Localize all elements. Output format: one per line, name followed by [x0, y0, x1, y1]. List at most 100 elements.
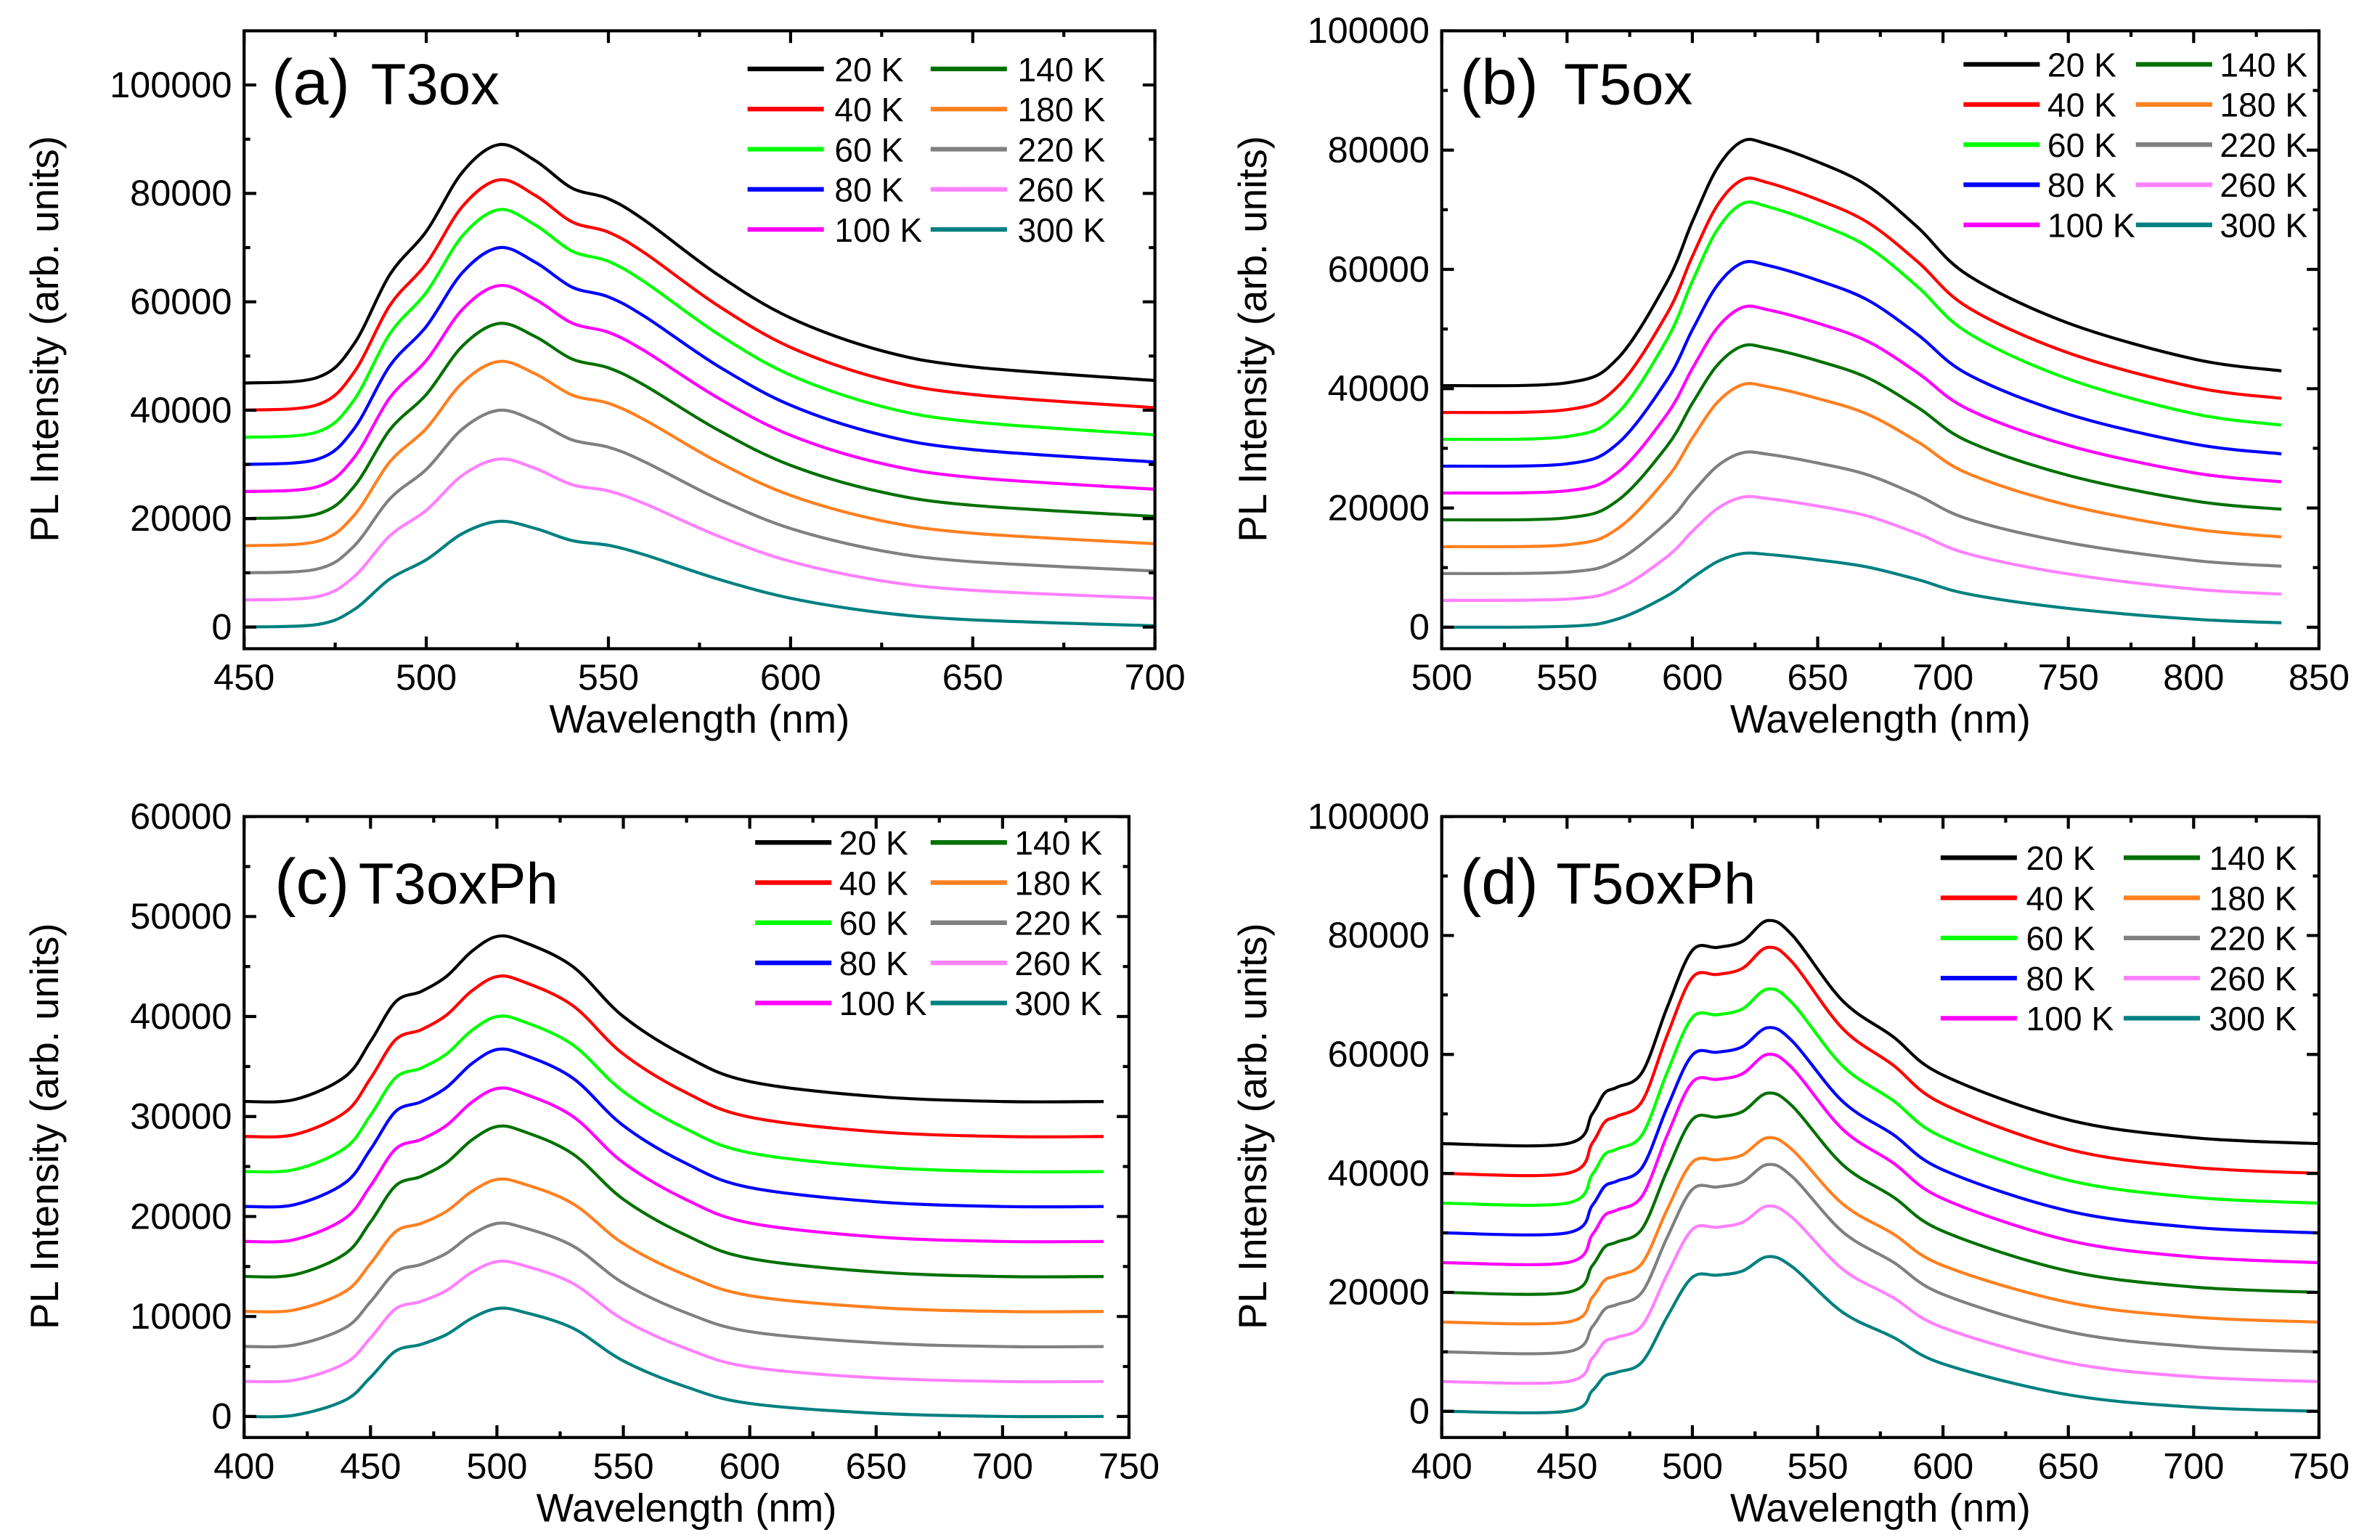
y-tick-label: 20000: [130, 497, 232, 539]
y-tick-label: 20000: [1328, 486, 1430, 528]
series-line: [244, 934, 1104, 1104]
series-line: [1441, 945, 2320, 1178]
series-line: [244, 457, 1155, 602]
series-line: [244, 1124, 1104, 1279]
series-line: [244, 974, 1104, 1138]
y-tick-label: 0: [211, 606, 232, 647]
legend-label: 180 K: [2220, 86, 2307, 124]
series-line: [244, 1086, 1104, 1244]
legend-label: 260 K: [2209, 960, 2297, 998]
series-line: [244, 1014, 1104, 1174]
y-tick-label: 40000: [130, 389, 232, 431]
x-tick-label: 550: [578, 656, 639, 698]
x-tick-label: 550: [592, 1446, 653, 1487]
legend-label: 100 K: [839, 985, 927, 1022]
panel-label: (a): [272, 46, 350, 118]
legend-label: 40 K: [2026, 879, 2095, 917]
legend-label: 40 K: [839, 864, 908, 902]
series-line: [1441, 1091, 2320, 1296]
x-tick-label: 500: [396, 656, 457, 698]
series-line: [244, 245, 1155, 466]
x-tick-label: 400: [213, 1446, 274, 1487]
x-tick-label: 450: [213, 656, 274, 698]
y-tick-label: 20000: [130, 1195, 232, 1237]
x-axis-label: Wavelength (nm): [550, 697, 850, 741]
chart-title: T5ox: [1564, 52, 1693, 116]
x-tick-label: 450: [340, 1446, 401, 1487]
series-line: [244, 142, 1155, 385]
x-tick-label: 750: [2038, 656, 2099, 698]
y-tick-label: 60000: [1328, 248, 1430, 290]
legend-label: 220 K: [1018, 131, 1106, 168]
series-line: [1441, 1052, 2320, 1266]
legend-label: 260 K: [1014, 945, 1102, 982]
series-line: [244, 284, 1155, 494]
x-tick-label: 850: [2289, 656, 2350, 698]
series-line: [1441, 1204, 2320, 1385]
y-tick-label: 0: [1409, 606, 1430, 648]
legend-label: 60 K: [2026, 920, 2095, 958]
legend-label: 20 K: [839, 824, 908, 862]
legend-label: 140 K: [1014, 824, 1102, 862]
chart-title: T3ox: [371, 52, 500, 116]
y-tick-label: 80000: [1328, 914, 1430, 956]
legend-label: 100 K: [2026, 1000, 2114, 1038]
series-line: [1441, 1162, 2320, 1356]
chart-title: T3oxPh: [359, 851, 558, 916]
legend-label: 100 K: [834, 211, 922, 249]
y-tick-label: 100000: [110, 64, 232, 105]
series-line: [1441, 200, 2282, 441]
y-tick-label: 60000: [130, 280, 232, 322]
x-tick-label: 650: [846, 1446, 907, 1487]
chart-panel: 500 550 600 650 700 750 800 850 0 20000 40000 60000…: [1231, 9, 2350, 741]
series-line: [1441, 1026, 2320, 1237]
legend-label: 20 K: [834, 51, 903, 89]
legend-label: 220 K: [2209, 920, 2297, 958]
panel-label: (b): [1460, 46, 1539, 118]
x-tick-label: 550: [1787, 1446, 1848, 1487]
series-line: [1441, 987, 2320, 1207]
y-tick-label: 30000: [130, 1096, 232, 1137]
series-line: [244, 359, 1155, 547]
x-tick-label: 600: [1912, 1446, 1973, 1487]
series-line: [1441, 382, 2282, 549]
series-line: [1441, 343, 2282, 522]
series-line: [244, 1306, 1104, 1419]
x-tick-label: 500: [466, 1446, 527, 1487]
series-line: [244, 1221, 1104, 1349]
y-tick-label: 60000: [130, 795, 232, 836]
legend-label: 260 K: [2220, 166, 2307, 204]
x-tick-label: 550: [1536, 656, 1597, 698]
y-axis-label: PL Intensity (arb. units): [1231, 923, 1275, 1329]
legend-label: 60 K: [2047, 126, 2116, 164]
legend-label: 300 K: [2209, 1000, 2297, 1038]
plot-frame: [1440, 29, 2321, 651]
legend-label: 100 K: [2047, 207, 2135, 245]
x-tick-label: 600: [720, 1446, 781, 1487]
series-line: [1441, 494, 2282, 603]
legend-label: 140 K: [2220, 46, 2307, 83]
legend-label: 20 K: [2047, 46, 2116, 83]
series-line: [1441, 304, 2282, 495]
legend-label: 140 K: [1018, 51, 1106, 89]
chart-panel: 400 450 500 550 600 650 700 750 0 10000 20000 30000…: [23, 795, 1160, 1530]
legend-label: 220 K: [2220, 126, 2307, 164]
x-tick-label: 750: [1099, 1446, 1160, 1487]
y-tick-label: 80000: [130, 172, 232, 213]
legend-label: 140 K: [2209, 839, 2297, 877]
y-tick-label: 100000: [1308, 795, 1430, 836]
y-axis-label: PL Intensity (arb. units): [23, 136, 67, 542]
y-tick-label: 40000: [130, 995, 232, 1037]
x-tick-label: 600: [760, 656, 821, 698]
y-tick-label: 10000: [130, 1295, 232, 1337]
series-line: [1441, 450, 2282, 576]
series-line: [1441, 918, 2320, 1148]
y-tick-label: 50000: [130, 895, 232, 937]
x-tick-label: 650: [2038, 1446, 2099, 1487]
series-line: [244, 408, 1155, 575]
legend-label: 180 K: [1014, 864, 1102, 902]
